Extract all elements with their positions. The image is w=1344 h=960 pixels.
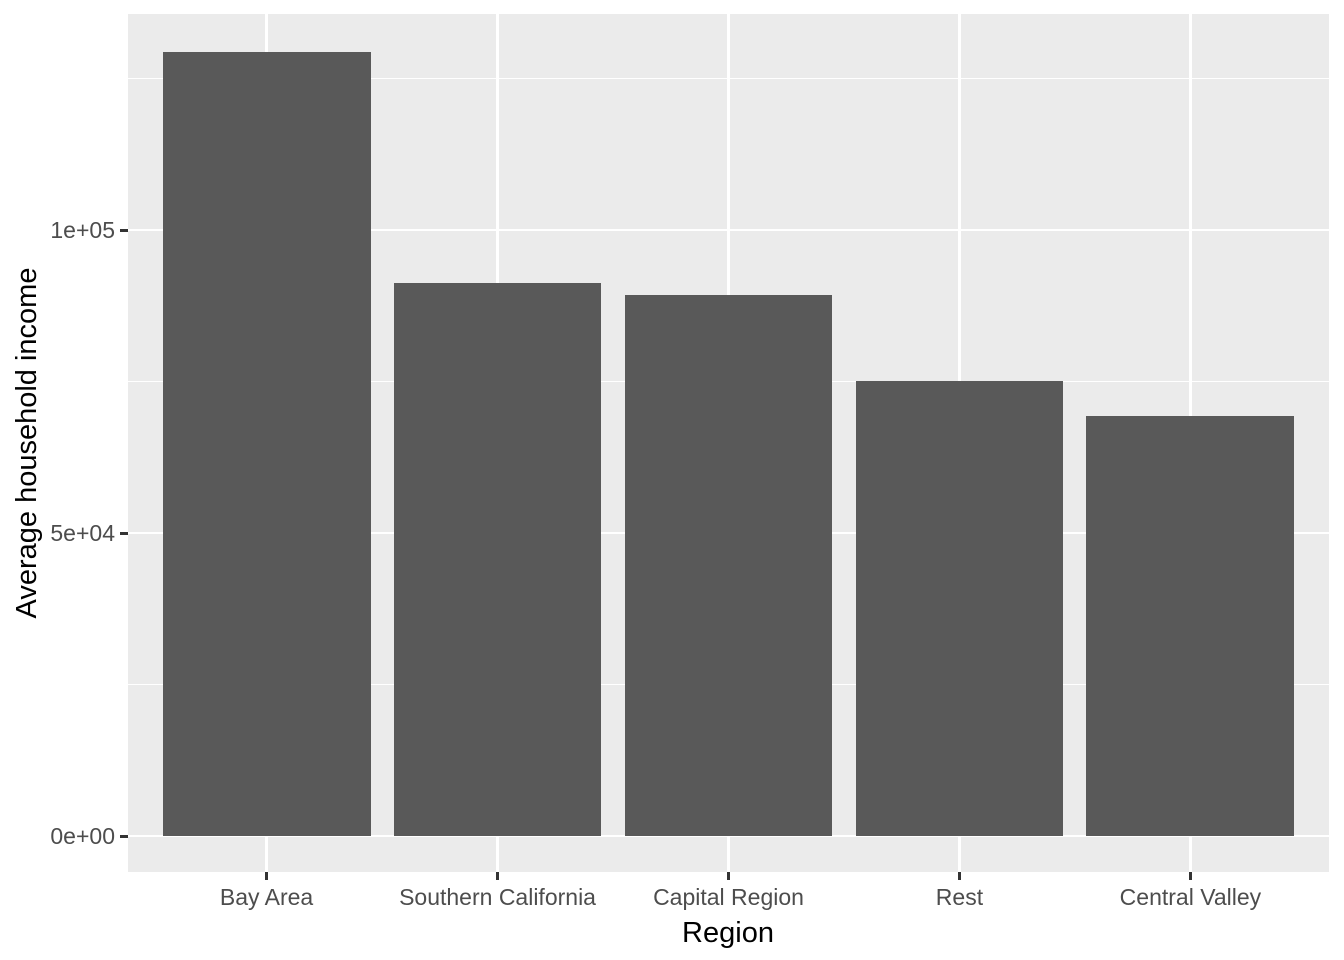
bar-bay-area <box>162 51 371 836</box>
x-tick-mark <box>727 872 730 880</box>
y-tick-mark <box>120 531 128 535</box>
x-tick-label: Capital Region <box>653 884 804 910</box>
x-tick-mark <box>957 872 961 880</box>
bar-capital-region <box>624 294 833 836</box>
x-axis-title: Region <box>682 917 774 949</box>
x-tick-label: Central Valley <box>1119 884 1262 910</box>
x-tick-label: Bay Area <box>219 884 314 910</box>
plot-panel <box>128 14 1329 872</box>
x-tick-mark <box>265 872 269 880</box>
x-tick-mark <box>496 872 500 880</box>
bar-southern-california <box>393 282 602 836</box>
y-tick-label: 5e+04 <box>50 520 115 546</box>
bar-central-valley <box>1086 416 1295 836</box>
y-tick-label: 0e+00 <box>50 823 115 849</box>
y-tick-label: 1e+05 <box>50 217 115 244</box>
x-tick-mark <box>1188 872 1192 880</box>
y-tick-mark <box>120 834 128 838</box>
y-tick-mark <box>120 228 128 232</box>
x-tick-label: Rest <box>935 884 984 910</box>
x-tick-label: Southern California <box>399 884 596 910</box>
y-axis-title: Average household income <box>11 267 43 619</box>
bar-rest <box>855 380 1064 836</box>
